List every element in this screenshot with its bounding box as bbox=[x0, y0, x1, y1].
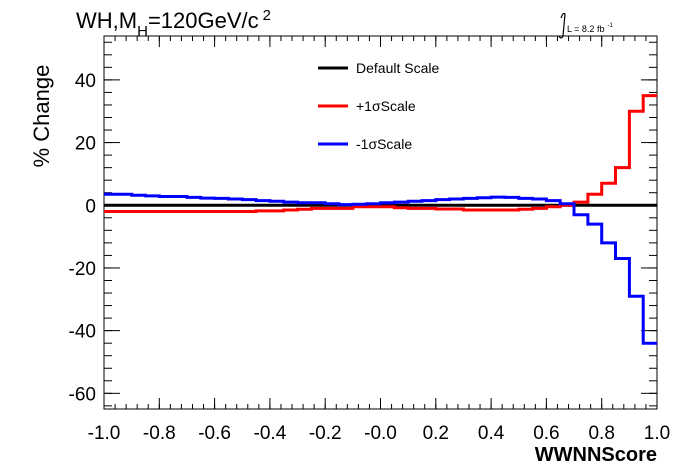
title-mass-value: =120GeV/c bbox=[148, 8, 259, 33]
y-tick-label: 0 bbox=[85, 196, 96, 217]
x-tick-label: 1.0 bbox=[644, 423, 670, 444]
x-tick-label: -0.0 bbox=[364, 423, 397, 444]
y-tick-label: -60 bbox=[69, 384, 96, 405]
series-line-1 bbox=[104, 94, 657, 213]
luminosity-label: L = 8.2 fb -1 bbox=[558, 12, 613, 39]
x-tick-label: -0.2 bbox=[309, 423, 342, 444]
title-mass-superscript: 2 bbox=[263, 7, 271, 24]
y-tick-label: 40 bbox=[75, 71, 96, 92]
axes: -1.0 -0.8 -0.6 -0.4 -0.2 -0.0 0.2 0.4 0.6 0.8 1.0 -… bbox=[69, 35, 670, 444]
x-tick-label: 0.4 bbox=[478, 423, 505, 444]
integral-sign-icon bbox=[558, 12, 566, 39]
legend: Default Scale +1σScale -1σScale bbox=[318, 60, 439, 152]
x-tick-label: -0.8 bbox=[143, 423, 176, 444]
x-tick-label: 0.8 bbox=[588, 423, 614, 444]
series-lines bbox=[104, 94, 657, 345]
x-tick-label: 0.2 bbox=[423, 423, 449, 444]
series-line-2 bbox=[104, 192, 657, 345]
y-axis-label: % Change bbox=[29, 65, 54, 168]
x-tick-label: -0.6 bbox=[198, 423, 231, 444]
lumi-prefix: L = 8.2 fb bbox=[567, 24, 604, 34]
legend-entry-label: +1σScale bbox=[356, 98, 416, 114]
title-mass-subscript: H bbox=[137, 23, 148, 40]
lumi-superscript: -1 bbox=[607, 23, 613, 29]
y-tick-label: -40 bbox=[69, 322, 96, 343]
legend-entry-label: -1σScale bbox=[356, 136, 412, 152]
lumi-text: L = 8.2 fb -1 bbox=[567, 23, 613, 34]
title-process: WH,M bbox=[76, 8, 137, 33]
y-tick-label: -20 bbox=[69, 259, 96, 280]
x-tick-label: -1.0 bbox=[88, 423, 121, 444]
plot-frame bbox=[103, 35, 658, 410]
x-axis-label: WWNNScore bbox=[535, 444, 657, 466]
x-tick-label: 0.6 bbox=[533, 423, 559, 444]
chart-title: WH,MH=120GeV/c 2 bbox=[76, 7, 271, 40]
x-tick-label: -0.4 bbox=[254, 423, 287, 444]
y-tick-label: 20 bbox=[75, 134, 96, 155]
legend-entry-label: Default Scale bbox=[356, 60, 439, 76]
